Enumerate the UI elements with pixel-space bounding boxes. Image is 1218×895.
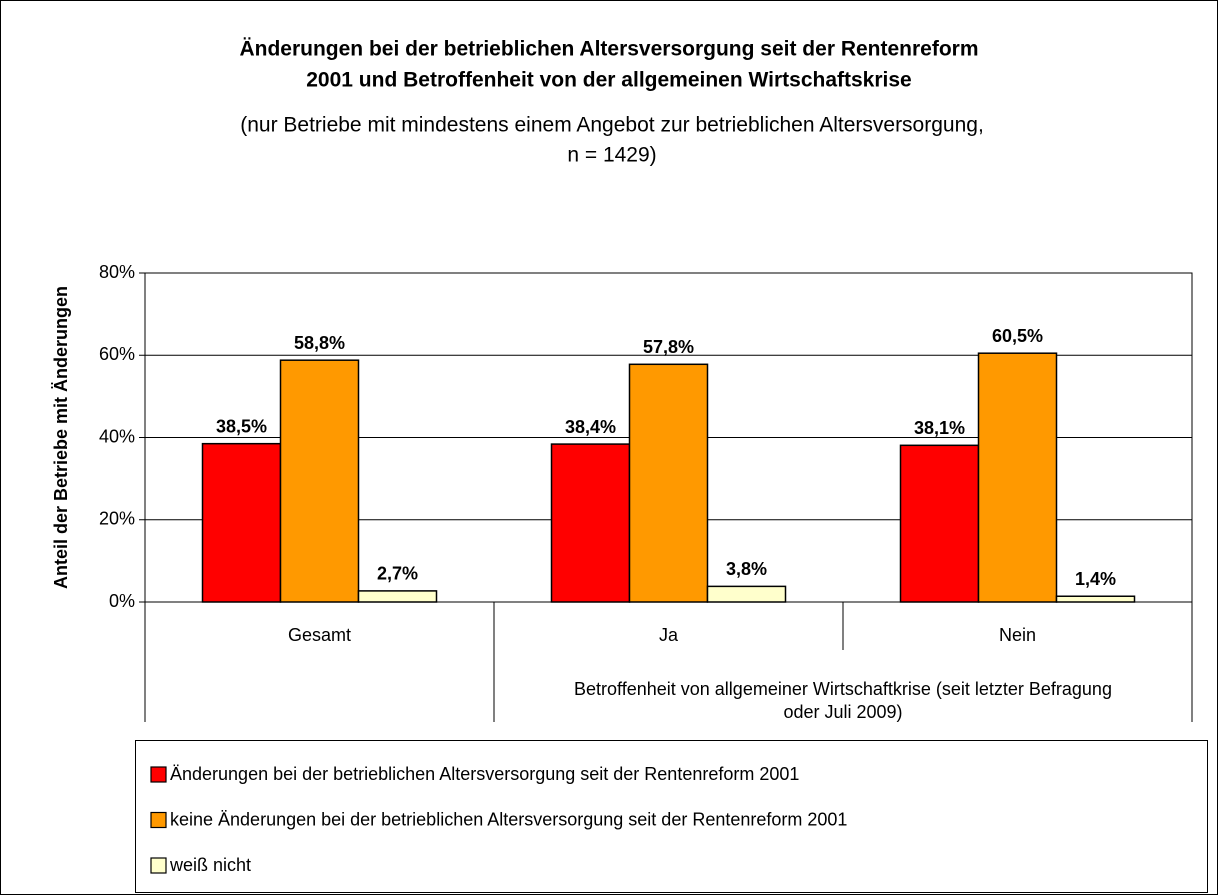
chart-title: 2001 und Betroffenheit von der allgemein… [306,69,911,92]
x-tick-label: Ja [659,625,679,645]
chart-title: Änderungen bei der betrieblichen Altersv… [239,38,978,61]
y-tick-label: 0% [109,591,135,611]
value-label: 58,8% [294,333,345,353]
legend-label: Änderungen bei der betrieblichen Altersv… [170,764,799,784]
bar [706,585,787,603]
y-tick-label: 80% [99,262,135,282]
legend-swatch [150,857,167,874]
value-label: 3,8% [726,559,767,579]
legend-box [135,740,1208,893]
y-tick-label: 20% [99,509,135,529]
value-label: 2,7% [377,564,418,584]
y-tick-label: 60% [99,344,135,364]
x-group-label: Betroffenheit von allgemeiner Wirtschaft… [574,679,1112,699]
legend-swatch [150,811,167,829]
y-axis-label: Anteil der Betriebe mit Änderungen [51,286,71,589]
x-tick-label: Gesamt [288,625,351,645]
y-tick-label: 40% [99,426,135,446]
value-label: 60,5% [992,326,1043,346]
bar [279,359,360,603]
legend-swatch [150,766,167,783]
value-label: 1,4% [1075,569,1116,589]
bar [357,590,438,603]
bar [899,444,980,603]
value-label: 38,1% [914,418,965,438]
value-label: 38,4% [565,417,616,437]
legend-label: weiß nicht [169,855,251,875]
x-tick-label: Nein [999,625,1036,645]
chart-subtitle: (nur Betriebe mit mindestens einem Angeb… [240,114,984,137]
x-group-label: oder Juli 2009) [783,702,902,722]
bar [977,352,1058,603]
legend-label: keine Änderungen bei der betrieblichen A… [170,809,847,829]
bar [550,443,631,603]
bar [1055,595,1136,603]
value-label: 38,5% [216,416,267,436]
value-label: 57,8% [643,337,694,357]
bar [628,363,709,603]
chart-subtitle: n = 1429) [567,144,656,167]
bar [201,442,282,603]
